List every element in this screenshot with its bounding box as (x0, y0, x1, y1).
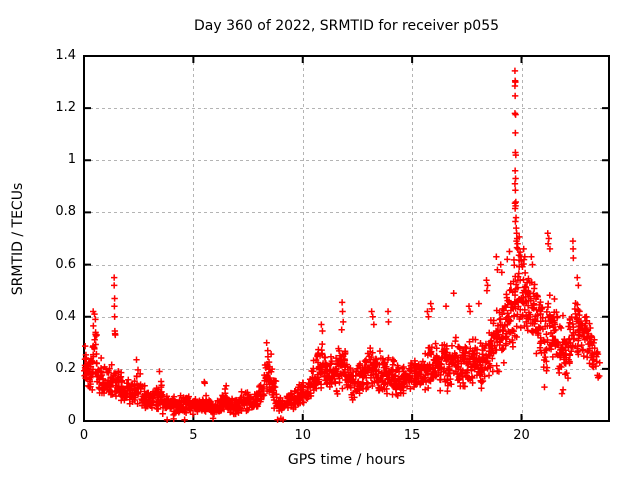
y-tick-label: 0 (67, 413, 76, 428)
y-tick-label: 0.2 (55, 360, 76, 376)
x-tick-label: 0 (79, 428, 89, 443)
y-tick-label: 0.6 (55, 256, 76, 272)
y-tick-label: 1.4 (55, 48, 76, 63)
x-tick-label: 5 (189, 428, 198, 443)
y-tick-label: 0.4 (55, 308, 76, 324)
y-tick-label: 0.8 (55, 204, 76, 220)
x-tick-label: 15 (403, 428, 421, 443)
y-tick-label: 1.2 (55, 100, 76, 116)
x-tick-label: 10 (294, 428, 312, 443)
y-tick-label: 1 (67, 152, 76, 168)
x-tick-label: 20 (513, 428, 530, 443)
x-axis-label: GPS time / hours (287, 452, 406, 468)
chart-title: Day 360 of 2022, SRMTID for receiver p05… (193, 18, 500, 34)
